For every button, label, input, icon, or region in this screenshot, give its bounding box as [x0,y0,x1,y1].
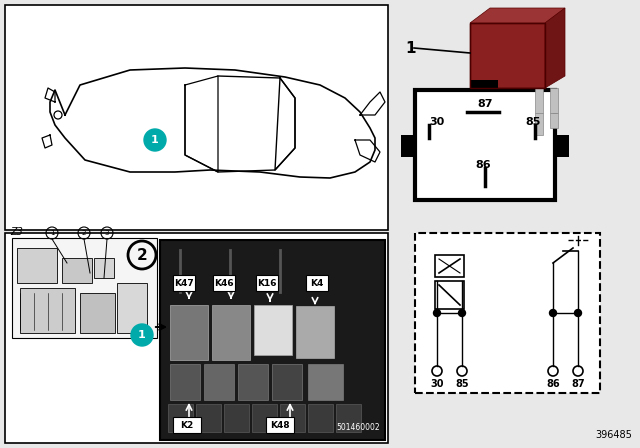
Text: Z3: Z3 [10,227,23,237]
Bar [12,238,157,338]
Bar [173,417,201,433]
Bar [17,248,57,283]
Text: 3: 3 [105,230,109,236]
Bar [204,364,234,400]
Bar [266,417,294,433]
Bar [117,283,147,333]
Bar [252,404,277,432]
Bar [306,275,328,291]
Polygon shape [545,8,565,88]
Bar [5,233,388,443]
Text: 30: 30 [430,379,444,389]
Circle shape [458,310,465,316]
Text: 86: 86 [546,379,560,389]
Text: 396485: 396485 [595,430,632,440]
Text: K16: K16 [257,279,276,288]
Bar [435,255,464,277]
Bar [470,23,545,88]
Text: 1: 1 [405,40,415,56]
Text: K4: K4 [310,279,324,288]
Bar [308,364,343,400]
Text: 501460002: 501460002 [337,423,380,432]
Bar [5,5,388,230]
Circle shape [550,310,557,316]
Bar [212,305,250,360]
Bar [470,23,545,88]
Text: 1: 1 [151,135,159,145]
Text: 30: 30 [429,117,444,127]
Text: 2: 2 [82,230,86,236]
Circle shape [575,310,582,316]
Bar [280,404,305,432]
Bar [555,135,569,157]
Text: 1: 1 [50,230,54,236]
Bar [168,404,193,432]
Polygon shape [470,8,565,23]
Bar [401,135,415,157]
Bar [550,88,558,113]
Text: K48: K48 [270,421,290,430]
Text: K2: K2 [180,421,194,430]
Bar [336,404,361,432]
Text: 2: 2 [136,247,147,263]
Bar [470,80,498,90]
Bar [196,404,221,432]
Circle shape [144,129,166,151]
Bar [62,258,92,283]
Bar [173,275,195,291]
Bar [550,113,558,128]
Bar [272,364,302,400]
Bar [415,233,600,393]
Bar [80,293,115,333]
Bar [20,288,75,333]
Bar [238,364,268,400]
Bar [224,404,249,432]
Bar [254,305,292,355]
Text: 87: 87 [477,99,493,109]
Bar [308,404,333,432]
Text: 85: 85 [525,117,540,127]
Bar [535,88,543,113]
Bar [170,364,200,400]
Bar [256,275,278,291]
Bar [535,113,543,135]
Text: 87: 87 [571,379,585,389]
Circle shape [433,310,440,316]
Bar [213,275,235,291]
Text: 1: 1 [138,330,146,340]
Circle shape [131,324,153,346]
Text: 85: 85 [455,379,469,389]
Bar [160,240,385,440]
Text: 86: 86 [475,160,491,170]
Bar [415,90,555,200]
Bar [435,281,464,309]
Text: K47: K47 [174,279,194,288]
Bar [170,305,208,360]
Bar [296,306,334,358]
Bar [94,258,114,278]
Text: K46: K46 [214,279,234,288]
